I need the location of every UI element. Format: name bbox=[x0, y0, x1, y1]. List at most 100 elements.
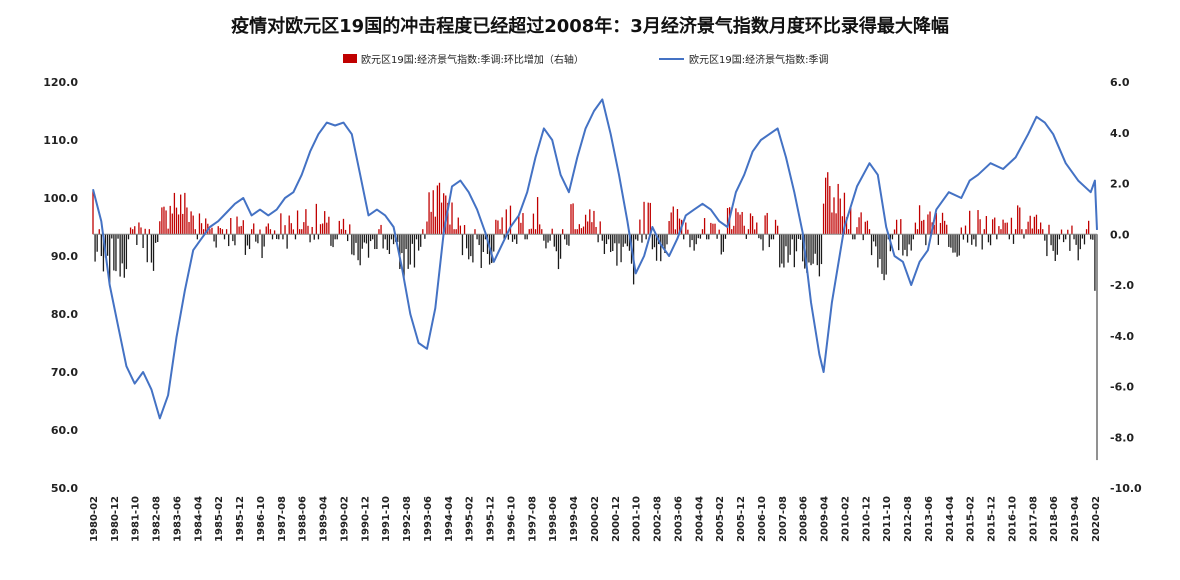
bar bbox=[933, 224, 935, 235]
bar bbox=[566, 234, 568, 245]
x-tick-label: 2008-06 bbox=[799, 496, 810, 542]
bar bbox=[399, 234, 401, 270]
bar bbox=[923, 219, 925, 235]
bar bbox=[733, 225, 735, 235]
bar bbox=[1077, 234, 1079, 261]
bar bbox=[257, 234, 259, 244]
bar bbox=[438, 182, 441, 235]
bar bbox=[236, 216, 238, 235]
bar bbox=[829, 186, 831, 235]
bar bbox=[595, 226, 597, 235]
bar bbox=[1052, 234, 1054, 251]
bar bbox=[161, 207, 163, 235]
x-tick-label: 2007-08 bbox=[778, 496, 789, 542]
bar bbox=[927, 214, 929, 235]
bar bbox=[906, 234, 908, 257]
bar bbox=[100, 234, 102, 257]
bar bbox=[937, 234, 940, 245]
bar bbox=[190, 211, 192, 235]
bar bbox=[505, 209, 507, 235]
bar bbox=[557, 234, 560, 270]
legend-swatch-bars bbox=[343, 54, 357, 63]
x-tick-label: 1984-04 bbox=[193, 496, 204, 542]
bar bbox=[1094, 234, 1096, 291]
bar bbox=[549, 234, 551, 241]
bar bbox=[211, 227, 213, 235]
bar bbox=[497, 220, 499, 235]
y-left-tick-label: 120.0 bbox=[43, 76, 78, 89]
bar bbox=[109, 234, 111, 283]
bar bbox=[939, 222, 942, 235]
bar bbox=[587, 221, 589, 235]
bar bbox=[480, 234, 482, 268]
bar bbox=[770, 234, 773, 240]
bar bbox=[1008, 234, 1010, 240]
bar bbox=[852, 234, 854, 240]
bar bbox=[670, 212, 672, 235]
bar bbox=[372, 234, 374, 240]
bar bbox=[718, 229, 720, 235]
bar bbox=[653, 234, 656, 248]
bar bbox=[188, 221, 190, 235]
bar bbox=[793, 234, 795, 268]
bar bbox=[511, 234, 514, 242]
bar bbox=[643, 201, 645, 235]
bar bbox=[789, 234, 791, 255]
bar bbox=[703, 218, 706, 235]
bar bbox=[417, 234, 420, 251]
bar bbox=[1019, 207, 1021, 235]
bar bbox=[167, 228, 169, 235]
bar bbox=[870, 234, 873, 256]
bar bbox=[328, 216, 330, 235]
bar bbox=[795, 234, 798, 252]
bar bbox=[534, 229, 537, 235]
bar bbox=[445, 195, 447, 235]
bar bbox=[739, 214, 741, 235]
bar bbox=[221, 229, 224, 235]
bar bbox=[929, 211, 931, 235]
bar bbox=[655, 234, 658, 261]
bar bbox=[230, 218, 232, 235]
bar bbox=[369, 234, 372, 242]
bar bbox=[240, 225, 242, 235]
bar bbox=[668, 221, 670, 235]
bar bbox=[136, 234, 138, 245]
bar bbox=[1069, 234, 1071, 251]
bar bbox=[447, 202, 449, 235]
bar bbox=[530, 228, 532, 235]
y-right-tick-label: -8.0 bbox=[1110, 431, 1134, 444]
bar bbox=[987, 234, 990, 243]
bar bbox=[768, 234, 770, 248]
bar bbox=[589, 209, 591, 235]
bar bbox=[620, 234, 622, 263]
bar bbox=[123, 234, 125, 278]
bar bbox=[637, 234, 639, 241]
bar bbox=[998, 226, 1000, 235]
bar bbox=[954, 234, 956, 253]
bar bbox=[935, 212, 937, 235]
bar bbox=[140, 227, 142, 235]
bar bbox=[695, 234, 697, 245]
bar bbox=[900, 219, 902, 235]
bar bbox=[1085, 229, 1088, 235]
bar bbox=[603, 234, 606, 254]
bar bbox=[835, 213, 837, 235]
bar bbox=[186, 207, 188, 235]
bar bbox=[215, 234, 217, 248]
bar bbox=[722, 234, 725, 252]
bar bbox=[509, 205, 512, 235]
x-tick-label: 1980-02 bbox=[89, 496, 100, 542]
bar bbox=[977, 210, 979, 235]
bar bbox=[812, 234, 814, 264]
y-right-tick-label: 0.0 bbox=[1110, 228, 1130, 241]
bar bbox=[213, 234, 215, 242]
bar bbox=[605, 234, 608, 245]
bar bbox=[432, 190, 434, 235]
bar bbox=[225, 229, 228, 235]
bar bbox=[1079, 234, 1081, 250]
bar bbox=[1046, 234, 1048, 257]
bar bbox=[624, 234, 626, 244]
bar bbox=[1044, 234, 1046, 241]
x-tick-label: 2005-12 bbox=[736, 496, 747, 542]
